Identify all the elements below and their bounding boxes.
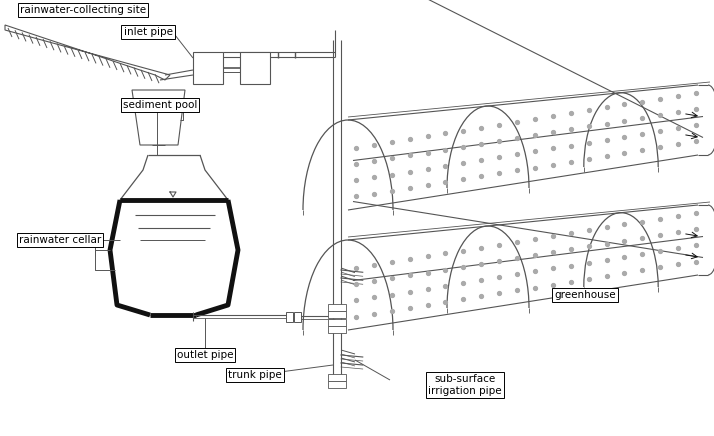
Bar — [328, 326, 346, 333]
Bar — [328, 319, 346, 326]
Text: outlet pipe: outlet pipe — [177, 350, 233, 360]
Text: sediment pool: sediment pool — [123, 100, 197, 110]
Text: sub-surface
irrigation pipe: sub-surface irrigation pipe — [428, 374, 502, 396]
Text: greenhouse: greenhouse — [554, 290, 615, 300]
Text: rainwater cellar: rainwater cellar — [19, 235, 101, 245]
Text: inlet pipe: inlet pipe — [124, 27, 173, 37]
Polygon shape — [132, 90, 185, 145]
Bar — [328, 374, 346, 381]
Text: trunk pipe: trunk pipe — [228, 370, 282, 380]
Text: rainwater-collecting site: rainwater-collecting site — [20, 5, 146, 15]
Bar — [328, 311, 346, 318]
Bar — [193, 52, 223, 84]
Bar — [294, 312, 301, 322]
Bar — [328, 304, 346, 311]
Bar — [328, 381, 346, 388]
Polygon shape — [5, 25, 170, 80]
Bar — [286, 312, 293, 322]
Bar — [240, 52, 270, 84]
